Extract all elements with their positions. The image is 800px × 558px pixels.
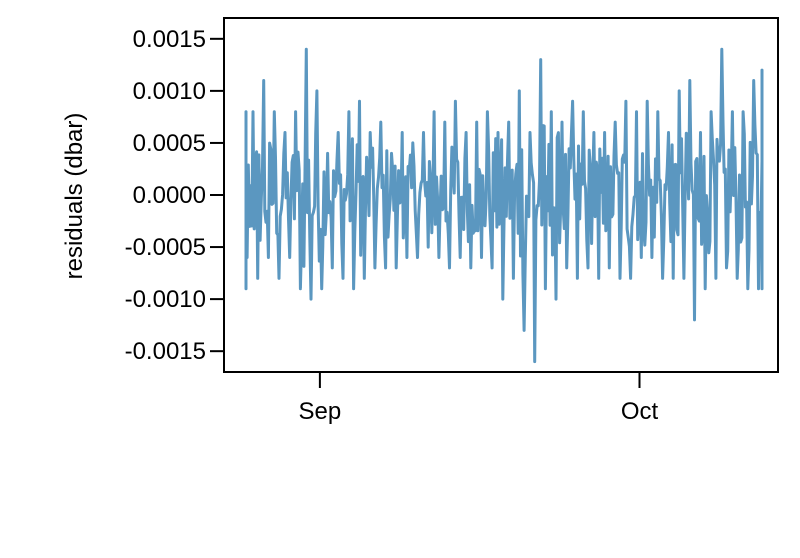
y-tick-label: 0.0015 [133,26,206,53]
y-axis-title: residuals (dbar) [61,113,88,280]
y-tick-label: -0.0005 [125,234,206,261]
plot-area [223,17,779,373]
x-axis: Sep Oct [299,372,659,425]
y-tick-label: -0.0010 [125,286,206,313]
x-tick-label: Oct [621,398,659,425]
y-tick-label: 0.0010 [133,78,206,105]
y-axis: 0.0015 0.0010 0.0005 0.0000 -0.0005 -0.0010 -0… [125,26,224,365]
y-tick-label: 0.0005 [133,130,206,157]
series-line [244,47,764,364]
x-tick-label: Sep [299,398,342,425]
y-tick-label: -0.0015 [125,338,206,365]
y-tick-label: 0.0000 [133,182,206,209]
